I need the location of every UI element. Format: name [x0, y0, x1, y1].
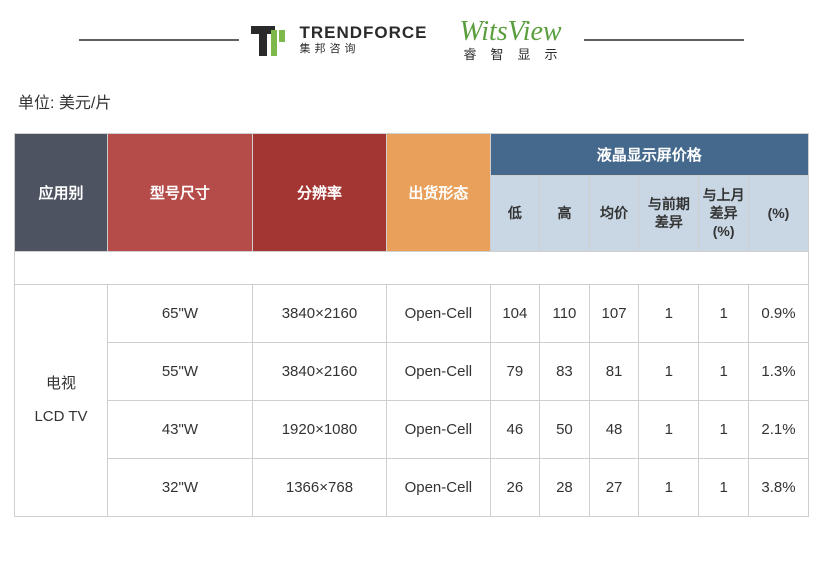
- cell-diff-prev: 1: [639, 284, 699, 342]
- header-pct: (%): [748, 176, 808, 252]
- header-high: 高: [540, 176, 590, 252]
- cell-avg: 81: [589, 342, 639, 400]
- header-diff-month: 与上月差异(%): [699, 176, 749, 252]
- cell-resolution: 1920×1080: [252, 400, 386, 458]
- trendforce-logo: TRENDFORCE 集邦咨询: [251, 20, 427, 60]
- table-row: 43"W1920×1080Open-Cell465048112.1%: [15, 400, 809, 458]
- cell-diff-month: 1: [699, 400, 749, 458]
- cell-size: 55"W: [108, 342, 253, 400]
- logo-group: TRENDFORCE 集邦咨询 WitsView 睿智显示: [251, 18, 571, 61]
- cell-form: Open-Cell: [387, 284, 490, 342]
- cell-resolution: 3840×2160: [252, 284, 386, 342]
- cell-low: 104: [490, 284, 540, 342]
- table-row: 电视LCD TV65"W3840×2160Open-Cell1041101071…: [15, 284, 809, 342]
- unit-label: 单位: 美元/片: [14, 89, 809, 113]
- cell-low: 46: [490, 400, 540, 458]
- cell-diff-month: 1: [699, 284, 749, 342]
- cell-form: Open-Cell: [387, 458, 490, 516]
- cell-pct: 0.9%: [748, 284, 808, 342]
- cell-pct: 3.8%: [748, 458, 808, 516]
- witsview-logo: WitsView 睿智显示: [450, 18, 572, 61]
- cell-size: 43"W: [108, 400, 253, 458]
- header-resolution: 分辨率: [252, 134, 386, 252]
- cell-size: 65"W: [108, 284, 253, 342]
- cell-resolution: 3840×2160: [252, 342, 386, 400]
- cell-low: 79: [490, 342, 540, 400]
- witsview-subtitle: 睿智显示: [450, 48, 572, 61]
- header-diff-prev: 与前期差异: [639, 176, 699, 252]
- cell-application: 电视LCD TV: [15, 284, 108, 516]
- cell-diff-prev: 1: [639, 342, 699, 400]
- cell-pct: 2.1%: [748, 400, 808, 458]
- cell-diff-month: 1: [699, 342, 749, 400]
- price-table: 应用别 型号尺寸 分辨率 出货形态 液晶显示屏价格 低 高 均价 与前期差异 与…: [14, 133, 809, 517]
- cell-avg: 48: [589, 400, 639, 458]
- cell-size: 32"W: [108, 458, 253, 516]
- cell-high: 50: [540, 400, 590, 458]
- cell-high: 28: [540, 458, 590, 516]
- cell-high: 83: [540, 342, 590, 400]
- cell-pct: 1.3%: [748, 342, 808, 400]
- cell-diff-month: 1: [699, 458, 749, 516]
- cell-low: 26: [490, 458, 540, 516]
- cell-form: Open-Cell: [387, 400, 490, 458]
- cell-high: 110: [540, 284, 590, 342]
- cell-form: Open-Cell: [387, 342, 490, 400]
- witsview-title: WitsView: [459, 18, 561, 46]
- cell-diff-prev: 1: [639, 400, 699, 458]
- table-row: 55"W3840×2160Open-Cell798381111.3%: [15, 342, 809, 400]
- trendforce-subtitle: 集邦咨询: [299, 43, 427, 55]
- header-avg: 均价: [589, 176, 639, 252]
- cell-avg: 27: [589, 458, 639, 516]
- header-model-size: 型号尺寸: [108, 134, 253, 252]
- divider-left: [79, 39, 239, 41]
- header-logo-row: TRENDFORCE 集邦咨询 WitsView 睿智显示: [14, 18, 809, 61]
- cell-diff-prev: 1: [639, 458, 699, 516]
- header-application: 应用别: [15, 134, 108, 252]
- spacer-row: [15, 251, 809, 284]
- trendforce-title: TRENDFORCE: [299, 24, 427, 43]
- table-row: 32"W1366×768Open-Cell262827113.8%: [15, 458, 809, 516]
- header-shipping-form: 出货形态: [387, 134, 490, 252]
- header-low: 低: [490, 176, 540, 252]
- divider-right: [584, 39, 744, 41]
- cell-avg: 107: [589, 284, 639, 342]
- trendforce-icon: [251, 20, 291, 60]
- cell-resolution: 1366×768: [252, 458, 386, 516]
- header-price-group: 液晶显示屏价格: [490, 134, 808, 176]
